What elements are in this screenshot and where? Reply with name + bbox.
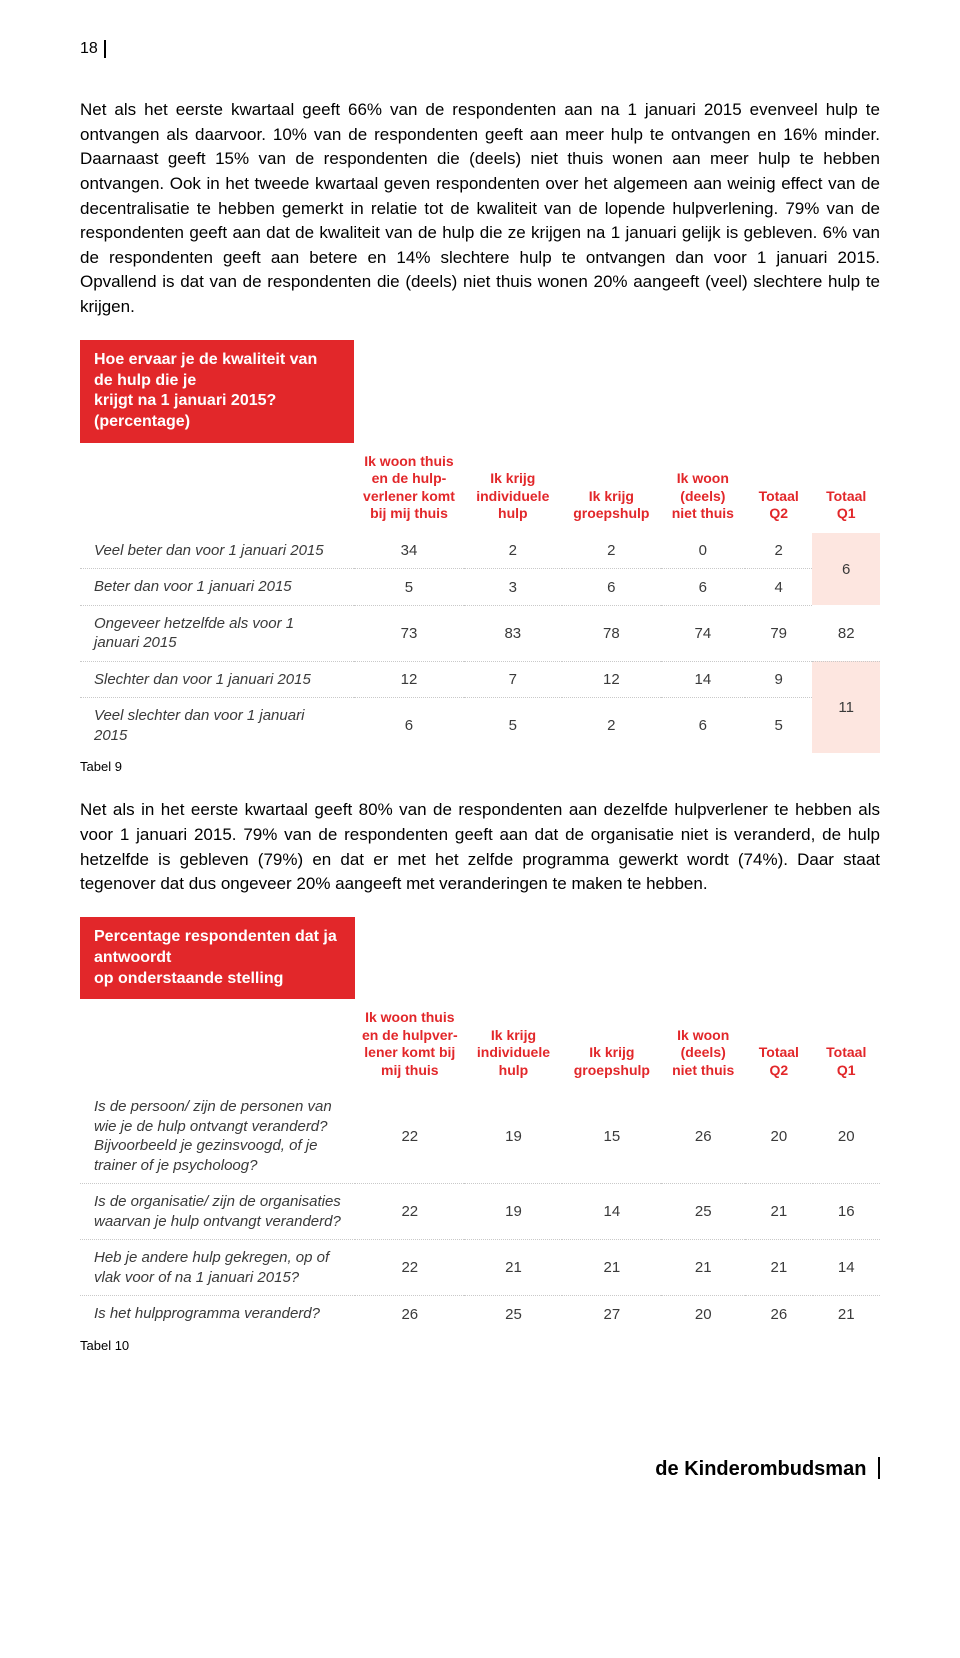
table-row: Veel slechter dan voor 1 januari 2015 6 … <box>80 698 880 754</box>
footer-divider <box>878 1457 880 1479</box>
page-number-row: 18 <box>80 40 880 58</box>
paragraph-2: Net als in het eerste kwartaal geeft 80%… <box>80 798 880 897</box>
table10-title-line1: Percentage respondenten dat ja antwoordt <box>94 928 337 966</box>
table10-caption: Tabel 10 <box>80 1338 880 1353</box>
table10-col4: Ik woon (deels) niet thuis <box>661 999 745 1089</box>
table9-title: Hoe ervaar je de kwaliteit van de hulp d… <box>80 340 354 443</box>
table9-title-line1: Hoe ervaar je de kwaliteit van de hulp d… <box>94 351 317 389</box>
table9-col2: Ik krijg individuele hulp <box>464 443 562 533</box>
table9-col3: Ik krijg groepshulp <box>562 443 661 533</box>
table-row: Ongeveer hetzelfde als voor 1 januari 20… <box>80 605 880 661</box>
table9-col1: Ik woon thuis en de hulp-verlener komt b… <box>354 443 463 533</box>
table-row: Is het hulpprogramma veranderd? 26 25 27… <box>80 1296 880 1332</box>
footer-brand: de Kinderombudsman <box>655 1458 866 1480</box>
table9-title-line2: krijgt na 1 januari 2015? (percentage) <box>94 392 276 430</box>
table9-col6: Totaal Q1 <box>812 443 880 533</box>
page-number: 18 <box>80 40 106 58</box>
paragraph-1: Net als het eerste kwartaal geeft 66% va… <box>80 98 880 320</box>
table10-col2: Ik krijg individuele hulp <box>464 999 562 1089</box>
table9-caption: Tabel 9 <box>80 759 880 774</box>
table9-col4: Ik woon (deels) niet thuis <box>661 443 745 533</box>
table10-title: Percentage respondenten dat ja antwoordt… <box>80 917 355 999</box>
table-row: Veel beter dan voor 1 januari 2015 34 2 … <box>80 533 880 569</box>
table10-title-line2: op onderstaande stelling <box>94 970 283 987</box>
table10-col1: Ik woon thuis en de hulpver-lener komt b… <box>355 999 464 1089</box>
table-row: Slechter dan voor 1 januari 2015 12 7 12… <box>80 661 880 698</box>
table10-col6: Totaal Q1 <box>813 999 880 1089</box>
table-row: Is de organisatie/ zijn de organisaties … <box>80 1184 880 1240</box>
table10-col5: Totaal Q2 <box>745 999 812 1089</box>
table-10: Percentage respondenten dat ja antwoordt… <box>80 917 880 1332</box>
footer: de Kinderombudsman <box>0 1457 960 1481</box>
table-row: Is de persoon/ zijn de personen van wie … <box>80 1089 880 1184</box>
table10-col3: Ik krijg groepshulp <box>562 999 661 1089</box>
table-9: Hoe ervaar je de kwaliteit van de hulp d… <box>80 340 880 754</box>
table-row: Beter dan voor 1 januari 2015 5 3 6 6 4 <box>80 569 880 606</box>
table9-col5: Totaal Q2 <box>745 443 813 533</box>
table-row: Heb je andere hulp gekregen, op of vlak … <box>80 1240 880 1296</box>
